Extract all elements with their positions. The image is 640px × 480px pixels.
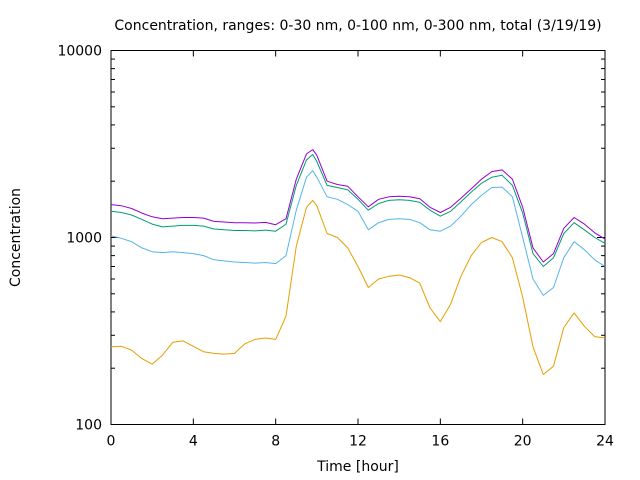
- x-axis-label: Time [hour]: [316, 459, 399, 475]
- x-tick-label: 20: [514, 434, 532, 450]
- x-tick-label: 0: [107, 434, 116, 450]
- axis-ticks: 0 4 8 12 16 20 24 100 1000 10000: [57, 44, 614, 450]
- y-tick-label: 100: [75, 418, 102, 434]
- plot-frame: [110, 50, 606, 425]
- series-line-0: [110, 199, 606, 375]
- series-line-2: [110, 154, 606, 267]
- series-lines: [110, 149, 606, 375]
- series-line-3: [110, 149, 606, 263]
- x-tick-label: 16: [431, 434, 449, 450]
- x-tick-label: 12: [349, 434, 367, 450]
- x-tick-label: 24: [596, 434, 614, 450]
- y-tick-label: 1000: [66, 231, 102, 247]
- y-tick-label: 10000: [57, 44, 102, 60]
- series-line-1: [110, 170, 606, 296]
- chart-title: Concentration, ranges: 0-30 nm, 0-100 nm…: [114, 18, 601, 34]
- y-axis-label: Concentration: [8, 188, 24, 287]
- x-tick-label: 4: [189, 434, 198, 450]
- x-tick-label: 8: [271, 434, 280, 450]
